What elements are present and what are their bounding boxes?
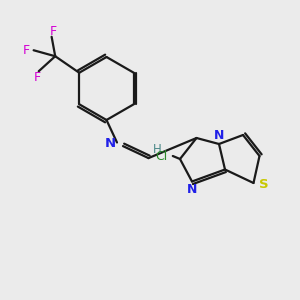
Text: F: F <box>22 44 30 57</box>
Text: Cl: Cl <box>155 149 167 163</box>
Text: N: N <box>214 129 224 142</box>
Text: S: S <box>259 178 269 191</box>
Text: F: F <box>34 71 41 84</box>
Text: N: N <box>187 183 197 196</box>
Text: N: N <box>105 136 116 150</box>
Text: H: H <box>153 143 162 156</box>
Text: F: F <box>50 25 57 38</box>
